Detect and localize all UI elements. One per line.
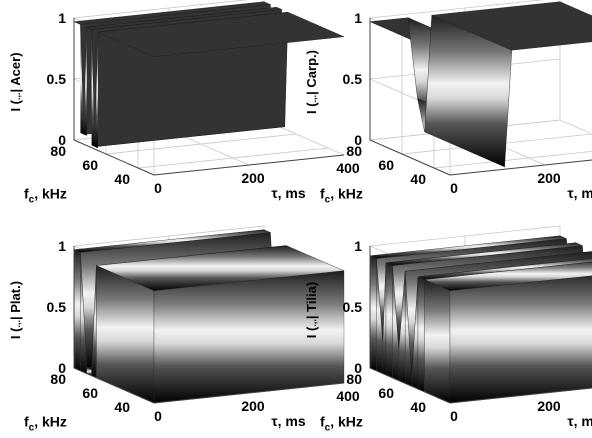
dip-face — [91, 29, 95, 147]
fc-tick-label: 60 — [378, 385, 394, 401]
fc-tick-label: 80 — [346, 371, 362, 387]
wall-face — [424, 279, 451, 404]
z-tick-label: 0 — [354, 360, 362, 376]
tau-axis-label: τ, ms — [271, 413, 305, 429]
fc-tick-label: 80 — [346, 143, 362, 159]
surface-patch — [97, 11, 345, 57]
z-tick-label: 0.5 — [343, 299, 363, 315]
z-tick-label: 0.5 — [47, 71, 67, 87]
z-tick-label: 1 — [354, 10, 362, 26]
surface — [369, 235, 592, 404]
z-tick-label: 1 — [58, 10, 66, 26]
z-tick-label: 1 — [354, 238, 362, 254]
i-axis-label: I (.,.| Tilia) — [304, 282, 319, 338]
fc-axis-label: fc, kHz — [24, 414, 67, 434]
fc-axis-line — [73, 367, 155, 404]
fc-tick-label: 80 — [50, 371, 66, 387]
tau-axis-line — [449, 387, 592, 404]
dip-face — [94, 32, 98, 149]
tau-axis-label: τ, ms — [567, 413, 592, 429]
z-tick-label: 0 — [58, 360, 66, 376]
tau-axis-line — [153, 382, 345, 404]
wall-face — [369, 255, 377, 372]
fc-tick-label: 80 — [50, 143, 66, 159]
i-axis-label: I (.,.| Plat.) — [8, 281, 23, 339]
tau-axis-label: τ, ms — [271, 185, 305, 201]
wall-face — [385, 262, 393, 379]
tau-tick-label: 0 — [154, 408, 162, 424]
fc-tick-label: 40 — [114, 399, 130, 415]
tau-tick-label: 0 — [450, 408, 458, 424]
fc-tick-label: 40 — [114, 171, 130, 187]
fc-axis-line — [369, 367, 451, 404]
i-axis-label: I (.,.| Carp.) — [304, 50, 319, 114]
fc-tick-label: 60 — [378, 157, 394, 173]
tau-axis-line — [153, 154, 345, 176]
fc-tick-label: 40 — [410, 171, 426, 187]
tau-axis-label: τ, ms — [567, 185, 592, 201]
z-tick-label: 0.5 — [47, 299, 67, 315]
i-axis-label: I (.,.| Acer) — [8, 52, 23, 111]
tau-tick-label: 200 — [241, 170, 265, 186]
z-tick-label: 0 — [354, 132, 362, 148]
tau-tick-label: 200 — [241, 398, 265, 414]
front-wall-face — [449, 275, 592, 404]
surface — [369, 1, 592, 168]
dip-face — [80, 24, 84, 135]
fc-axis-label: fc, kHz — [320, 414, 363, 434]
dip-face — [83, 27, 87, 136]
fc-axis-label: fc, kHz — [320, 186, 363, 206]
fc-tick-label: 60 — [82, 157, 98, 173]
tau-tick-label: 400 — [336, 388, 360, 404]
tau-tick-label: 200 — [537, 398, 561, 414]
tau-tick-label: 400 — [336, 160, 360, 176]
z-tick-label: 0 — [58, 132, 66, 148]
surface — [73, 229, 345, 404]
surface-patch — [431, 1, 592, 51]
fc-axis-label: fc, kHz — [24, 186, 67, 206]
z-tick-label: 0.5 — [343, 71, 363, 87]
z-tick-label: 1 — [58, 238, 66, 254]
fc-axis-line — [73, 139, 155, 176]
surface — [73, 1, 345, 149]
wall-face — [417, 276, 425, 393]
fc-axis-line — [369, 139, 451, 176]
wall-face — [73, 249, 81, 372]
tau-tick-label: 0 — [154, 180, 162, 196]
fc-tick-label: 60 — [82, 385, 98, 401]
fc-tick-label: 40 — [410, 399, 426, 415]
tau-tick-label: 200 — [537, 170, 561, 186]
tau-axis-line — [449, 159, 592, 176]
tau-tick-label: 0 — [450, 180, 458, 196]
